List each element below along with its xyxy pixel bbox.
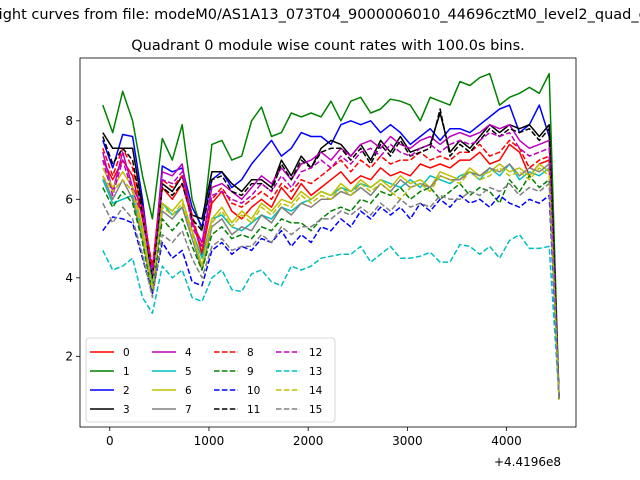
legend-label-5: 5 — [185, 366, 192, 378]
legend-label-12: 12 — [309, 347, 322, 359]
x-tick-label: 1000 — [194, 434, 225, 448]
series-line-15 — [102, 182, 560, 400]
series-line-10 — [102, 194, 560, 400]
legend-label-13: 13 — [309, 366, 322, 378]
legend-label-2: 2 — [123, 385, 130, 397]
legend-label-11: 11 — [247, 404, 260, 416]
series-line-12 — [102, 131, 560, 400]
series-line-2 — [102, 104, 560, 400]
series-line-14 — [102, 167, 560, 400]
legend-label-6: 6 — [185, 385, 192, 397]
series-line-0 — [102, 143, 560, 400]
x-offset-label: +4.4196e8 — [494, 455, 561, 469]
x-tick-label: 2000 — [293, 434, 324, 448]
axes-frame — [79, 57, 577, 428]
legend-label-14: 14 — [309, 385, 323, 397]
legend-label-3: 3 — [123, 404, 130, 416]
y-tick-label: 8 — [65, 114, 73, 128]
y-tick-label: 4 — [65, 271, 73, 285]
figure-suptitle: Plotting light curves from file: modeM0/… — [0, 7, 640, 23]
series-line-3 — [102, 112, 560, 400]
legend-label-15: 15 — [309, 404, 322, 416]
x-tick-label: 4000 — [491, 434, 522, 448]
series-line-4 — [102, 123, 560, 400]
legend-label-7: 7 — [185, 404, 192, 416]
legend-label-4: 4 — [185, 347, 192, 359]
legend-box — [85, 337, 336, 423]
legend-label-10: 10 — [247, 385, 260, 397]
x-tick-label: 0 — [106, 434, 114, 448]
x-tick-label: 3000 — [392, 434, 423, 448]
x-axis: 0 1000 2000 3000 4000 — [106, 427, 522, 448]
y-axis: 2 4 6 8 — [65, 114, 80, 363]
series-layer — [102, 72, 560, 400]
y-tick-label: 2 — [65, 349, 73, 363]
series-line-9 — [102, 175, 560, 400]
legend-label-0: 0 — [123, 347, 130, 359]
legend-label-9: 9 — [247, 366, 254, 378]
y-tick-label: 6 — [65, 192, 73, 206]
series-line-1 — [102, 72, 560, 400]
legend-label-8: 8 — [247, 347, 254, 359]
legend-label-1: 1 — [123, 366, 130, 378]
series-line-13 — [102, 233, 560, 400]
series-line-6 — [102, 163, 560, 400]
series-line-11 — [102, 108, 560, 400]
plot-title: Quadrant 0 module wise count rates with … — [131, 38, 525, 54]
